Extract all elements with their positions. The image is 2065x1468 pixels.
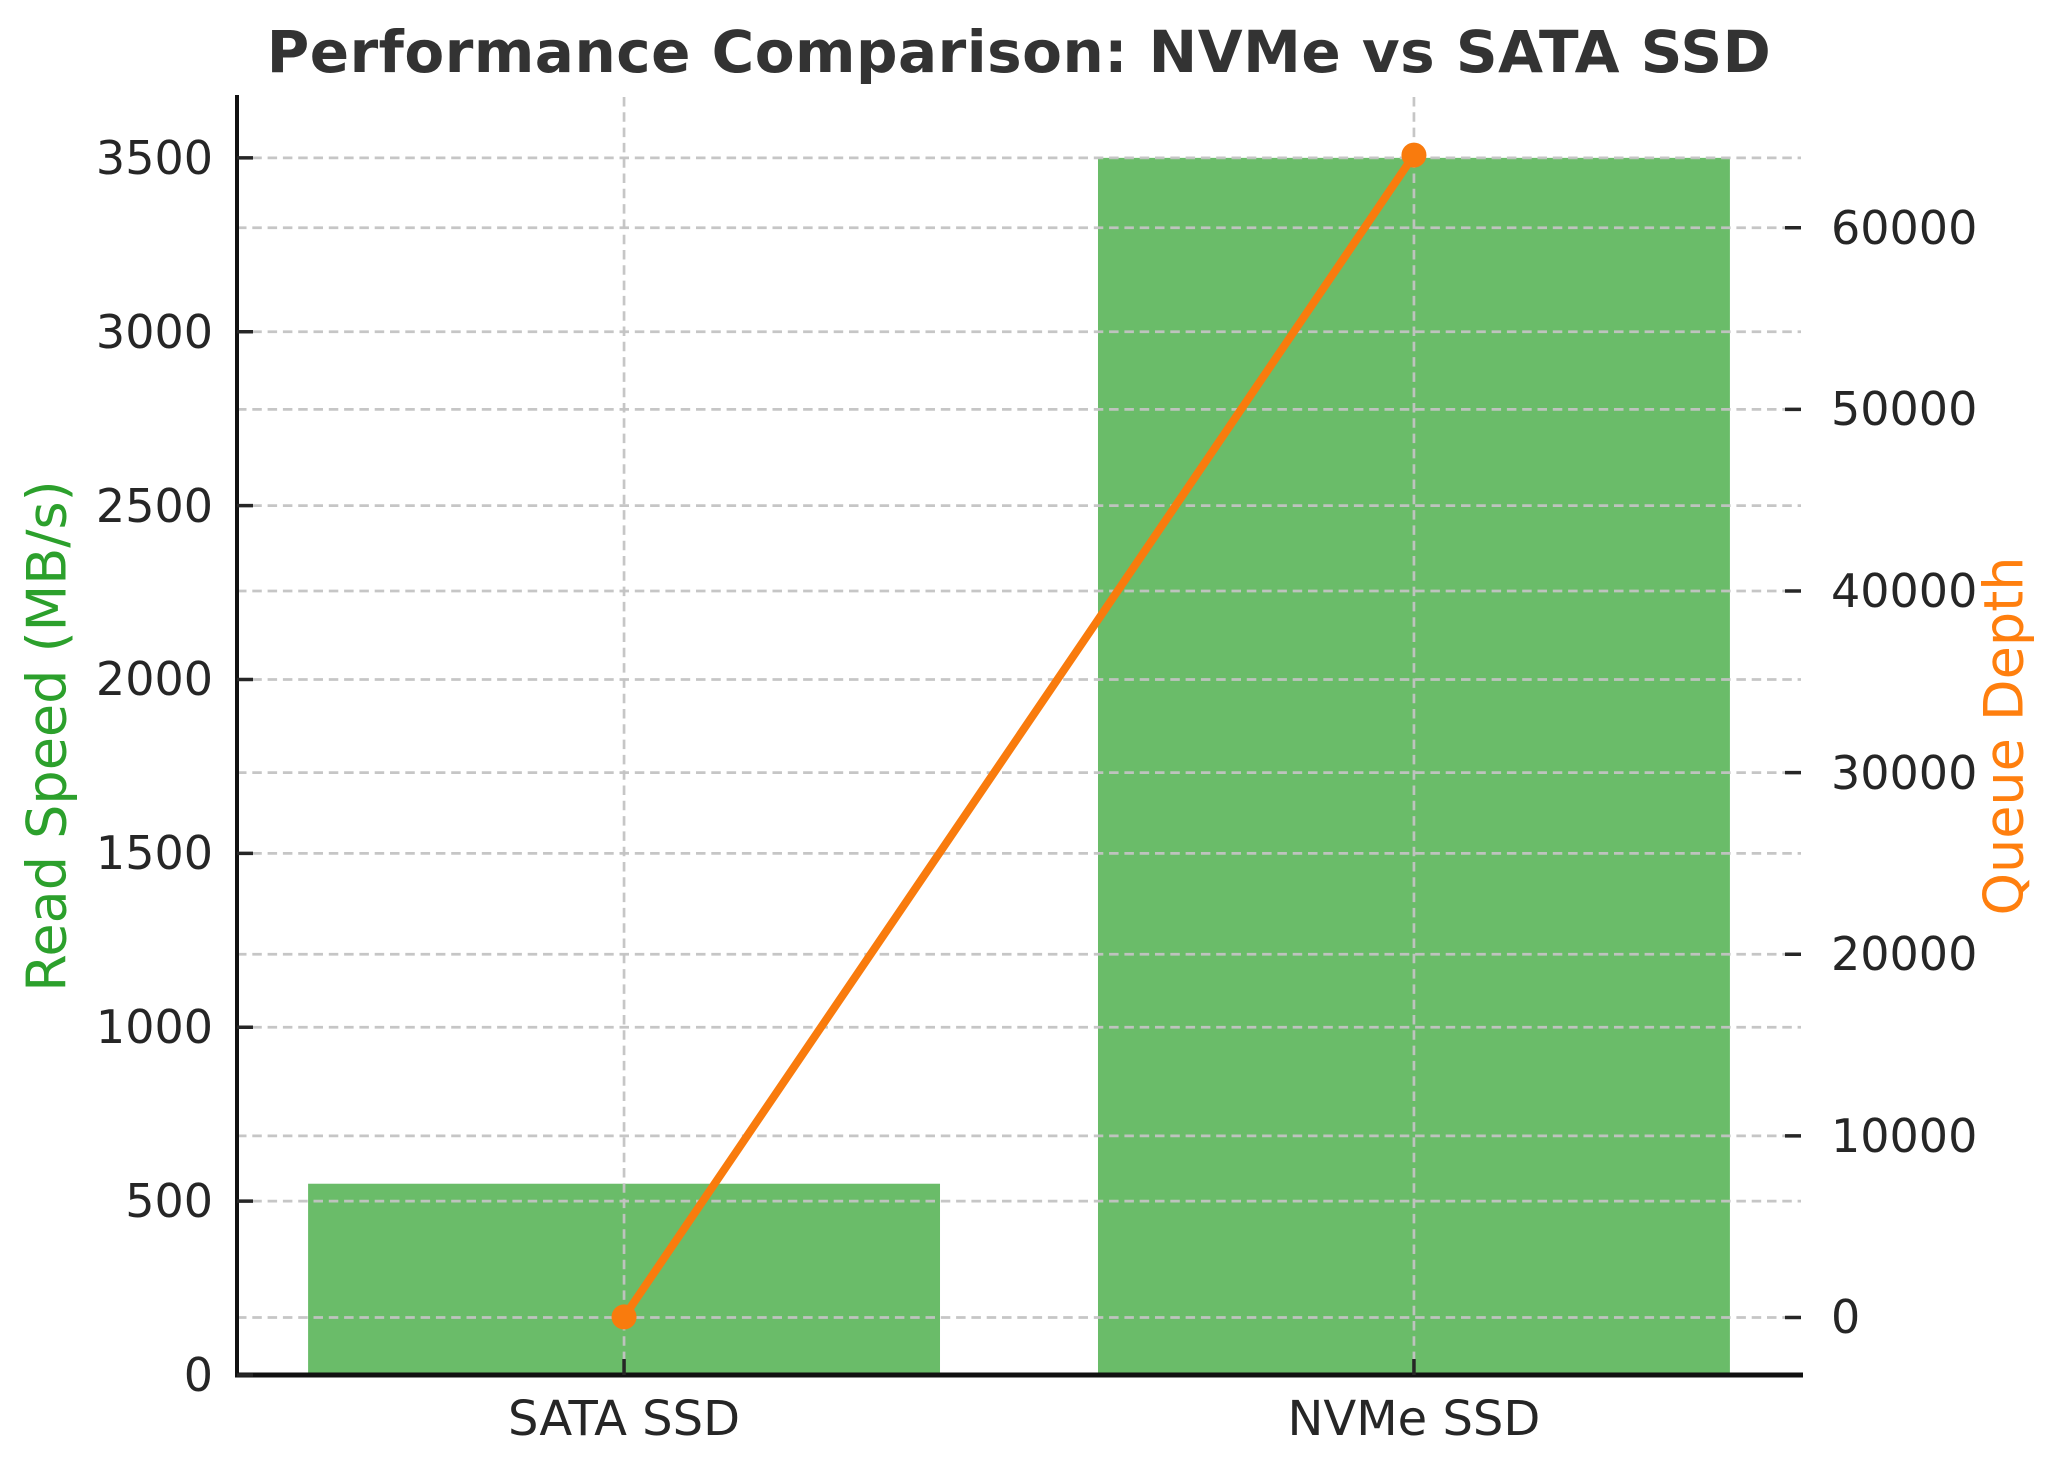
left-axis-tick-label: 2000 <box>95 652 213 707</box>
right-axis-tick-label: 40000 <box>1831 563 1978 618</box>
chart-title: Performance Comparison: NVMe vs SATA SSD <box>266 18 1772 86</box>
queue-depth-line <box>620 151 1418 1321</box>
data-point-marker <box>611 1304 637 1330</box>
right-axis-tick-label: 10000 <box>1831 1108 1978 1163</box>
left-axis-tick-label: 2500 <box>95 478 213 533</box>
right-axis-tick-label: 50000 <box>1831 382 1978 437</box>
right-axis-tick-label: 30000 <box>1831 745 1978 800</box>
x-axis-tick-label: NVMe SSD <box>1287 1391 1541 1447</box>
x-axis-tick-label: SATA SSD <box>508 1391 741 1447</box>
left-axis-tick-label: 3500 <box>95 130 213 185</box>
left-axis-tick-label: 500 <box>125 1174 213 1229</box>
left-axis-tick-label: 1500 <box>95 826 213 881</box>
right-axis-tick-label: 0 <box>1831 1290 1861 1345</box>
left-axis-tick-label: 0 <box>183 1348 213 1402</box>
left-axis-tick-label: 1000 <box>95 1000 213 1055</box>
right-axis-tick-label: 20000 <box>1831 927 1978 982</box>
left-axis-tick-label: 3000 <box>95 304 213 359</box>
data-point-marker <box>1401 142 1427 168</box>
right-axis-tick-label: 60000 <box>1831 200 1978 255</box>
